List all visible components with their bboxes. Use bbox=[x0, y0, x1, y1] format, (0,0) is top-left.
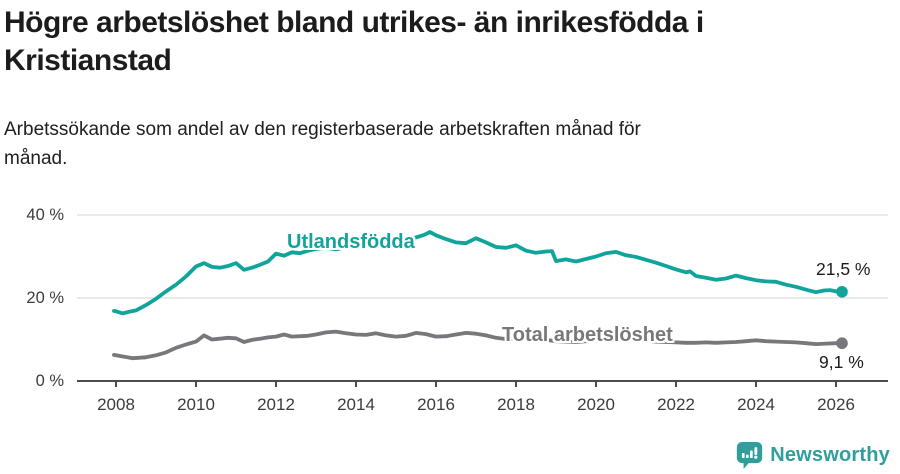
x-tick-label: 2016 bbox=[417, 395, 455, 414]
y-tick-label: 40 % bbox=[26, 206, 64, 224]
series-end-dot-utlandsfodda bbox=[836, 285, 848, 298]
page-title: Högre arbetslöshet bland utrikes- än inr… bbox=[4, 6, 704, 78]
x-tick-label: 2022 bbox=[657, 395, 695, 414]
series-end-dot-total bbox=[836, 337, 848, 350]
series-label-utlandsfodda: Utlandsfödda bbox=[287, 231, 415, 253]
end-value-label-total: 9,1 % bbox=[819, 352, 864, 372]
newsworthy-logo[interactable]: Newsworthy bbox=[736, 440, 890, 470]
x-tick-label: 2020 bbox=[577, 395, 615, 414]
y-tick-label: 20 % bbox=[26, 289, 64, 307]
chart-subtitle: Arbetssökande som andel av den registerb… bbox=[4, 119, 641, 169]
x-tick-label: 2026 bbox=[817, 395, 855, 414]
newsworthy-wordmark: Newsworthy bbox=[770, 443, 890, 466]
series-line-utlandsfodda bbox=[112, 230, 844, 316]
x-tick-label: 2008 bbox=[97, 395, 135, 414]
series-line-total bbox=[112, 329, 844, 361]
series-label-total-arbetsloshet: Total arbetslöshet bbox=[502, 324, 673, 346]
x-tick-label: 2014 bbox=[337, 395, 375, 414]
y-tick-label: 0 % bbox=[35, 372, 64, 390]
end-value-label-utlandsfodda: 21,5 % bbox=[816, 259, 871, 279]
bar-chart-speech-bubble-icon bbox=[737, 441, 763, 469]
x-tick-label: 2018 bbox=[497, 395, 535, 414]
x-tick-label: 2024 bbox=[737, 395, 775, 414]
x-tick-label: 2010 bbox=[177, 395, 215, 414]
x-tick-label: 2012 bbox=[257, 395, 295, 414]
